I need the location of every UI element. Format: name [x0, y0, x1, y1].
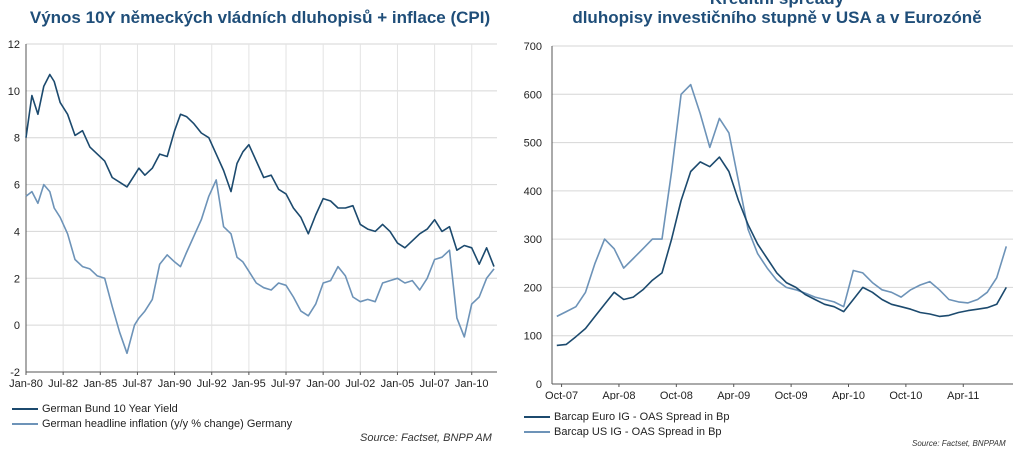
x-tick-label: Apr-08: [602, 390, 635, 400]
x-tick-label: Oct-10: [889, 390, 922, 400]
y-tick-label: 300: [524, 234, 542, 246]
y-tick-label: 2: [14, 273, 20, 285]
y-tick-label: 500: [524, 138, 542, 150]
left-legend-item-inflation: German headline inflation (y/y % change)…: [12, 416, 292, 431]
y-tick-label: 10: [8, 86, 20, 98]
legend-label-bund: German Bund 10 Year Yield: [42, 402, 178, 415]
x-tick-label: Jul-82: [48, 378, 78, 390]
right-chart-title-line2: dluhopisy investičního stupně v USA a v …: [572, 8, 982, 27]
legend-swatch-light: [524, 430, 550, 433]
right-legend-item-euro: Barcap Euro IG - OAS Spread in Bp: [524, 409, 729, 424]
y-tick-label: 8: [14, 133, 20, 145]
right-legend: Barcap Euro IG - OAS Spread in Bp Barcap…: [524, 409, 729, 439]
x-tick-label: Apr-11: [947, 390, 979, 400]
x-tick-label: Jul-92: [197, 378, 227, 390]
x-tick-label: Oct-08: [660, 390, 693, 400]
legend-swatch-dark: [12, 407, 38, 410]
x-tick-label: Jan-85: [83, 378, 117, 390]
y-tick-label: 600: [524, 89, 542, 101]
y-tick-label: 12: [8, 39, 20, 51]
right-chart: 0 100 200 300 400 500 600 700 Oct-07 Apr-08 Oct-08…: [524, 41, 1013, 400]
x-tick-label: Jan-05: [381, 378, 415, 390]
y-tick-label: 100: [524, 331, 542, 343]
left-source-note: Source: Factset, BNPP AM: [360, 432, 492, 444]
left-legend: German Bund 10 Year Yield German headlin…: [12, 401, 292, 431]
y-tick-label: 700: [524, 41, 542, 53]
series-line-1: [25, 179, 495, 355]
legend-label-euro: Barcap Euro IG - OAS Spread in Bp: [554, 410, 730, 423]
right-chart-title-line1: Kreditní spready: [530, 0, 1024, 9]
y-tick-label: 400: [524, 186, 542, 198]
x-tick-label: Apr-10: [832, 390, 865, 400]
series-line-0: [556, 156, 1007, 347]
x-tick-label: Jul-87: [122, 378, 152, 390]
left-legend-item-bund: German Bund 10 Year Yield: [12, 401, 292, 416]
right-legend-item-us: Barcap US IG - OAS Spread in Bp: [524, 424, 729, 439]
x-tick-label: Jan-95: [232, 378, 266, 390]
left-chart-title: Výnos 10Y německých vládních dluhopisů +…: [29, 8, 491, 27]
x-tick-label: Jul-97: [271, 378, 301, 390]
x-tick-label: Apr-09: [717, 390, 750, 400]
y-tick-label: 4: [14, 226, 20, 238]
legend-swatch-dark: [524, 415, 550, 418]
y-tick-label: 6: [14, 180, 20, 192]
y-tick-label: 200: [524, 282, 542, 294]
legend-swatch-light: [12, 422, 38, 425]
x-tick-label: Oct-09: [775, 390, 808, 400]
legend-label-inflation: German headline inflation (y/y % change)…: [42, 417, 293, 430]
y-tick-label: 0: [14, 320, 20, 332]
x-tick-label: Jan-90: [158, 378, 192, 390]
left-chart: -2 0 2 4 6 8 10 12 Jan-80 Jul-82 Jan-85 Jul-87 Jan-9…: [8, 39, 497, 390]
series-line-1: [556, 83, 1008, 318]
y-tick-label: -2: [10, 367, 20, 379]
x-tick-label: Jul-02: [345, 378, 375, 390]
x-tick-label: Jan-80: [9, 378, 43, 390]
x-tick-label: Jan-00: [306, 378, 340, 390]
legend-label-us: Barcap US IG - OAS Spread in Bp: [554, 425, 722, 438]
x-tick-label: Oct-07: [545, 390, 578, 400]
x-tick-label: Jul-07: [420, 378, 450, 390]
series-line-0: [25, 73, 495, 267]
y-tick-label: 0: [536, 379, 542, 391]
x-tick-label: Jan-10: [455, 378, 489, 390]
right-source-note: Source: Factset, BNPPAM: [912, 439, 1006, 448]
